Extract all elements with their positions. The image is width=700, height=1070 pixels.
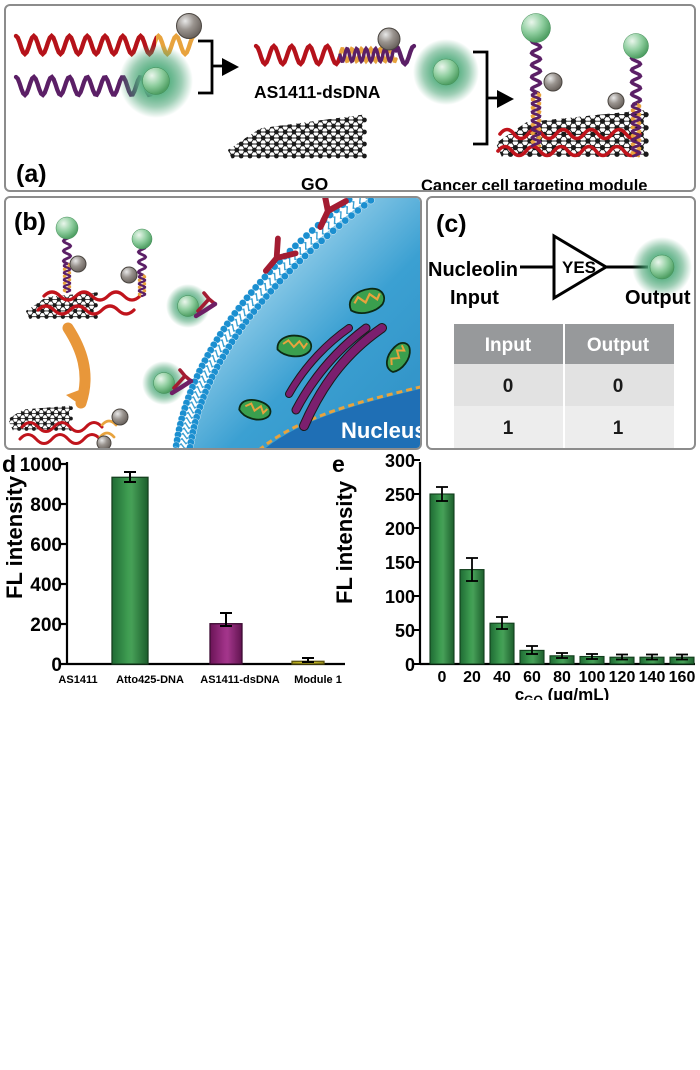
svg-text:e: e — [332, 454, 345, 477]
svg-text:Input: Input — [450, 287, 499, 309]
svg-text:250: 250 — [385, 485, 415, 505]
svg-text:Input: Input — [485, 335, 532, 356]
svg-text:0: 0 — [438, 669, 447, 686]
svg-text:Nucleolin: Nucleolin — [428, 259, 518, 281]
svg-text:Cancer cell targeting module: Cancer cell targeting module — [421, 177, 647, 192]
svg-text:YES: YES — [562, 258, 596, 277]
svg-text:1: 1 — [613, 418, 624, 439]
svg-text:GO: GO — [301, 174, 328, 192]
svg-text:0: 0 — [405, 655, 415, 675]
svg-text:300: 300 — [385, 454, 415, 471]
svg-text:100: 100 — [385, 587, 415, 607]
svg-text:AS1411-dsDNA: AS1411-dsDNA — [200, 674, 280, 686]
svg-text:FL intensity: FL intensity — [332, 480, 357, 604]
svg-text:Nucleus: Nucleus — [341, 418, 422, 443]
svg-text:Output: Output — [587, 335, 650, 356]
svg-text:0: 0 — [503, 376, 514, 397]
svg-text:0: 0 — [613, 376, 624, 397]
svg-text:Atto425-DNA: Atto425-DNA — [116, 674, 184, 686]
svg-text:400: 400 — [30, 575, 62, 596]
svg-text:1: 1 — [503, 418, 514, 439]
svg-text:200: 200 — [385, 519, 415, 539]
svg-text:200: 200 — [30, 615, 62, 636]
svg-text:(c): (c) — [436, 210, 467, 238]
svg-text:Output: Output — [625, 287, 691, 309]
svg-text:100: 100 — [579, 669, 606, 686]
svg-text:600: 600 — [30, 535, 62, 556]
svg-text:800: 800 — [30, 495, 62, 516]
svg-text:20: 20 — [463, 669, 481, 686]
svg-text:AS1411: AS1411 — [58, 674, 97, 686]
svg-text:140: 140 — [639, 669, 666, 686]
svg-text:40: 40 — [493, 669, 511, 686]
svg-text:d: d — [2, 454, 16, 477]
svg-text:cGO (µg/mL): cGO (µg/mL) — [515, 685, 610, 700]
svg-text:80: 80 — [553, 669, 571, 686]
svg-text:FL intensity: FL intensity — [2, 475, 27, 599]
svg-text:AS1411-dsDNA: AS1411-dsDNA — [254, 82, 381, 102]
svg-text:1000: 1000 — [20, 455, 62, 476]
svg-text:160: 160 — [669, 669, 696, 686]
svg-text:60: 60 — [523, 669, 541, 686]
svg-text:150: 150 — [385, 553, 415, 573]
svg-text:120: 120 — [609, 669, 636, 686]
svg-text:0: 0 — [51, 655, 62, 676]
svg-text:(b): (b) — [14, 208, 46, 236]
svg-text:50: 50 — [395, 621, 415, 641]
svg-text:(a): (a) — [16, 160, 47, 188]
